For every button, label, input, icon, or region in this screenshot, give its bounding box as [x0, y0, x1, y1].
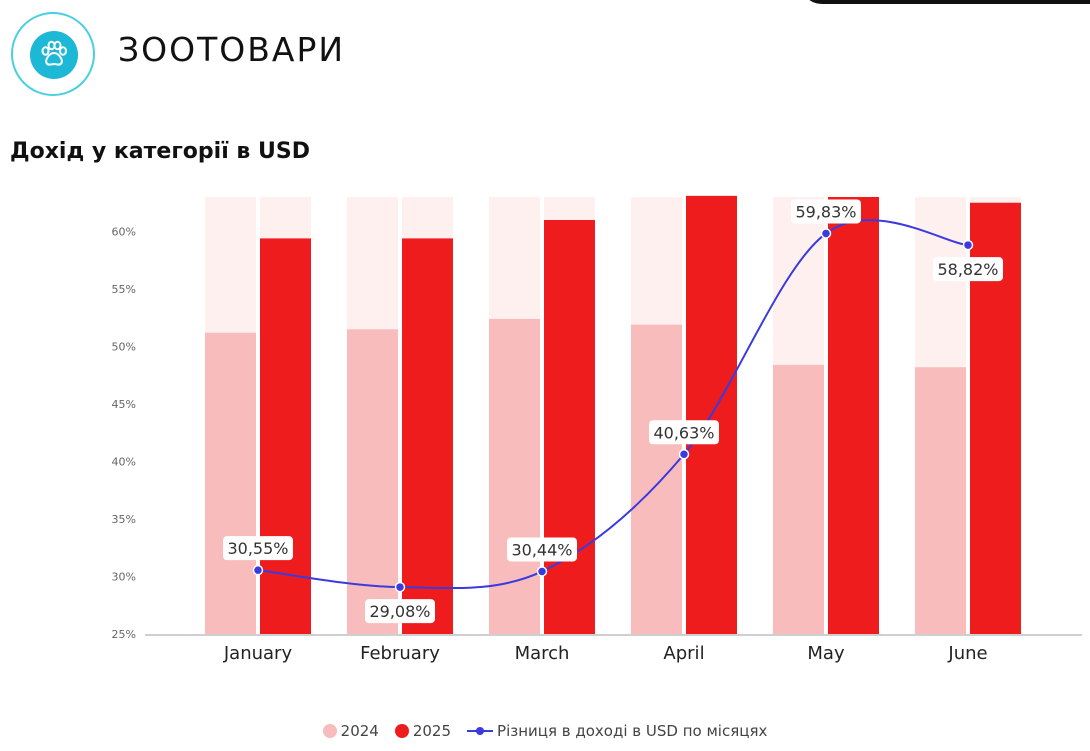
difference-point: [820, 228, 832, 239]
legend-item-difference: Різниця в доході в USD по місяцях: [467, 722, 767, 740]
data-label: 29,08%: [369, 602, 430, 621]
legend-swatch-2025: [394, 724, 409, 738]
y-tick-label: 45%: [112, 398, 136, 411]
data-label-box: [507, 537, 577, 562]
bar-2024: [631, 324, 682, 634]
x-tick-label: January: [223, 643, 293, 664]
bar-2024: [205, 332, 256, 634]
legend-label-2025: 2025: [412, 722, 452, 740]
data-label-box: [365, 599, 435, 624]
bar-2025: [260, 238, 311, 634]
bar-2024: [773, 364, 824, 634]
legend: 2024 2025 Різниця в доході в USD по міся…: [0, 719, 1090, 743]
legend-swatch-difference: [467, 724, 494, 738]
legend-item-2024: 2024: [322, 722, 379, 740]
bar-2024: [489, 318, 540, 634]
data-label-box: [933, 257, 1003, 282]
bar-2024: [347, 329, 398, 634]
y-tick-label: 50%: [112, 341, 136, 354]
data-label: 59,83%: [795, 202, 856, 221]
bar-2024: [915, 367, 966, 634]
y-tick-label: 60%: [112, 226, 136, 239]
chart-title: Дохід у категорії в USD: [10, 139, 310, 164]
bar-2025: [544, 220, 595, 634]
difference-point: [252, 564, 264, 576]
legend-label-2024: 2024: [340, 722, 379, 740]
difference-point: [962, 239, 974, 251]
x-tick-label: May: [807, 643, 845, 664]
top-pill-decoration: [800, 0, 1090, 4]
y-tick-label: 40%: [112, 456, 136, 469]
x-tick-label: June: [947, 643, 987, 664]
y-tick-label: 30%: [112, 571, 136, 584]
bar-2025: [828, 197, 879, 634]
y-tick-label: 35%: [112, 513, 136, 526]
legend-swatch-2024: [322, 724, 337, 738]
data-label: 30,44%: [511, 540, 572, 559]
paw-icon: [30, 31, 78, 79]
data-label-box: [649, 420, 719, 445]
x-tick-label: April: [663, 643, 704, 664]
bar-2025: [402, 238, 453, 634]
difference-point: [536, 566, 548, 577]
data-label-box: [223, 536, 293, 561]
legend-label-difference: Різниця в доході в USD по місяцях: [497, 722, 768, 740]
data-label: 40,63%: [653, 423, 714, 442]
data-label: 58,82%: [937, 260, 998, 279]
y-tick-label: 55%: [112, 283, 136, 296]
logo-ring: [11, 12, 95, 96]
legend-item-2025: 2025: [394, 722, 452, 740]
x-tick-label: February: [360, 643, 440, 664]
difference-point: [678, 449, 690, 460]
brand-title: ЗООТОВАРИ: [118, 30, 346, 69]
x-tick-label: March: [515, 643, 570, 664]
data-label-box: [791, 199, 861, 224]
y-tick-label: 25%: [112, 628, 136, 641]
difference-point: [394, 581, 406, 593]
data-label: 30,55%: [227, 539, 288, 558]
